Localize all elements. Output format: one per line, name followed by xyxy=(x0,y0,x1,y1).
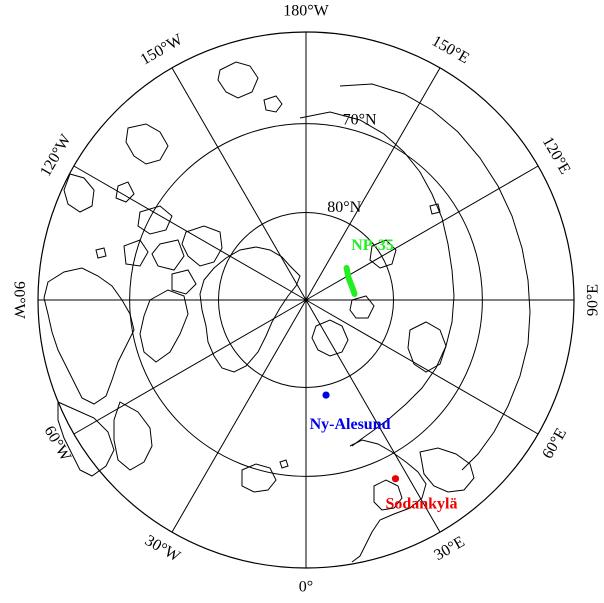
coastline-archipelago-3 xyxy=(123,239,149,267)
site-label: Ny-Alesund xyxy=(310,416,391,433)
coastline-isle-2 xyxy=(95,247,107,259)
meridian-line xyxy=(305,165,539,301)
coastline-severnaya-zemlya xyxy=(369,239,397,269)
meridian-label: 90°W xyxy=(10,281,27,319)
site-label: NP-35 xyxy=(351,237,394,254)
meridian-label: 30°W xyxy=(142,532,184,566)
coastline-scandinavia xyxy=(349,439,427,563)
meridian-line xyxy=(171,67,307,301)
coastline-labrador xyxy=(113,401,153,471)
coastline-siberia xyxy=(299,111,455,447)
coastline-ellesmere xyxy=(181,225,223,267)
graticule xyxy=(37,31,575,569)
coastline-baffin xyxy=(139,289,189,363)
meridian-line xyxy=(73,165,307,301)
site-marker xyxy=(322,391,330,399)
coastline-novaya-zemlya xyxy=(407,321,447,373)
coastline-siberia-outer xyxy=(339,83,531,471)
parallel-label: 80°N xyxy=(327,199,361,216)
site-track xyxy=(343,265,358,298)
coastline-isle-1 xyxy=(279,459,289,469)
coastline-kola xyxy=(373,479,403,511)
coastline-chukotka xyxy=(217,61,259,99)
meridian-line xyxy=(305,299,539,435)
meridian-label: 150°W xyxy=(138,31,187,69)
coastline-alaska-north xyxy=(125,123,169,165)
coastline-bering-island xyxy=(263,95,283,113)
coastline-greenland xyxy=(199,246,301,373)
coastline-archipelago-2 xyxy=(151,239,185,271)
meridian-label: 30°E xyxy=(431,533,467,564)
meridian-label: 120°W xyxy=(37,131,75,180)
meridian-label: 60°W xyxy=(41,423,75,465)
site-marker xyxy=(391,475,400,483)
coastline-hudson xyxy=(57,401,115,477)
coastline-white-sea xyxy=(419,447,475,493)
meridian-label: 150°E xyxy=(429,32,472,67)
coastline-alaska xyxy=(63,173,95,213)
meridian-line xyxy=(171,299,307,533)
meridian-line xyxy=(305,67,441,301)
parallel-label: 70°N xyxy=(343,111,377,128)
sites: NP-35 Ny-Alesund Sodankylä xyxy=(310,237,458,513)
meridian-label: 180°W xyxy=(283,3,329,20)
coastline-archipelago-1 xyxy=(137,205,173,235)
coastline-north-america xyxy=(43,267,135,405)
coastline-isle-3 xyxy=(429,203,441,215)
meridian-line xyxy=(305,299,441,533)
coastline-franz-josef xyxy=(349,295,375,319)
meridian-label: 0° xyxy=(299,579,313,596)
coastline-iceland xyxy=(241,463,277,493)
meridian-label: 60°E xyxy=(539,425,570,461)
meridian-label: 120°E xyxy=(539,134,574,177)
coastline-archipelago-4 xyxy=(171,269,197,295)
coastlines xyxy=(43,61,531,563)
coastline-svalbard xyxy=(311,319,349,357)
meridian-line xyxy=(73,299,307,435)
meridian-label: 90°E xyxy=(585,284,602,316)
site-label: Sodankylä xyxy=(385,496,457,513)
